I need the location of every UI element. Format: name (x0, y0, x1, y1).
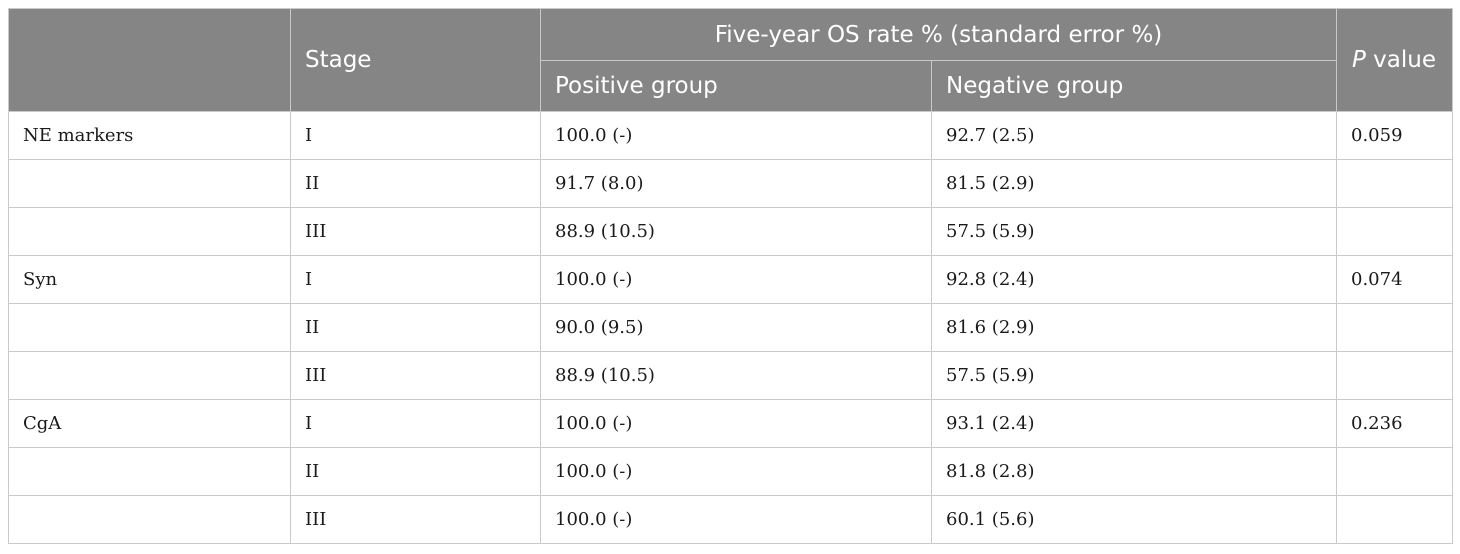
cell-negative: 60.1 (5.6) (931, 495, 1337, 544)
header-row-1: Stage Five-year OS rate % (standard erro… (8, 8, 1453, 112)
cell-marker (8, 207, 291, 256)
cell-p-value (1336, 159, 1453, 208)
table-header: Stage Five-year OS rate % (standard erro… (8, 8, 1453, 112)
cell-marker (8, 303, 291, 352)
header-marker (8, 8, 291, 112)
cell-negative: 81.8 (2.8) (931, 447, 1337, 496)
cell-positive: 88.9 (10.5) (540, 351, 932, 400)
table-row: Syn I 100.0 (-) 92.8 (2.4) 0.074 (8, 255, 1453, 304)
header-p-value: P value (1336, 8, 1453, 112)
cell-p-value (1336, 303, 1453, 352)
cell-p-value: 0.074 (1336, 255, 1453, 304)
header-five-year-os: Five-year OS rate % (standard error %) (540, 8, 1337, 61)
header-stage: Stage (290, 8, 541, 112)
cell-positive: 100.0 (-) (540, 111, 932, 160)
cell-p-value: 0.059 (1336, 111, 1453, 160)
cell-negative: 92.8 (2.4) (931, 255, 1337, 304)
cell-negative: 81.5 (2.9) (931, 159, 1337, 208)
cell-p-value (1336, 447, 1453, 496)
table-row: III 88.9 (10.5) 57.5 (5.9) (8, 351, 1453, 400)
table-body: NE markers I 100.0 (-) 92.7 (2.5) 0.059 … (8, 111, 1453, 544)
cell-stage: I (290, 399, 541, 448)
cell-marker (8, 447, 291, 496)
table-row: II 100.0 (-) 81.8 (2.8) (8, 447, 1453, 496)
p-value-word: value (1365, 47, 1437, 73)
cell-marker (8, 159, 291, 208)
table-row: II 90.0 (9.5) 81.6 (2.9) (8, 303, 1453, 352)
cell-negative: 92.7 (2.5) (931, 111, 1337, 160)
cell-stage: I (290, 255, 541, 304)
cell-positive: 100.0 (-) (540, 399, 932, 448)
header-negative-group: Negative group (931, 60, 1337, 112)
cell-stage: I (290, 111, 541, 160)
cell-positive: 88.9 (10.5) (540, 207, 932, 256)
cell-stage: III (290, 351, 541, 400)
cell-p-value: 0.236 (1336, 399, 1453, 448)
cell-marker: NE markers (8, 111, 291, 160)
cell-positive: 90.0 (9.5) (540, 303, 932, 352)
cell-positive: 100.0 (-) (540, 255, 932, 304)
table-row: III 100.0 (-) 60.1 (5.6) (8, 495, 1453, 544)
cell-p-value (1336, 207, 1453, 256)
cell-positive: 100.0 (-) (540, 447, 932, 496)
p-symbol: P (1352, 47, 1366, 73)
table-row: II 91.7 (8.0) 81.5 (2.9) (8, 159, 1453, 208)
cell-negative: 93.1 (2.4) (931, 399, 1337, 448)
cell-p-value (1336, 351, 1453, 400)
cell-stage: III (290, 495, 541, 544)
table-row: NE markers I 100.0 (-) 92.7 (2.5) 0.059 (8, 111, 1453, 160)
cell-negative: 57.5 (5.9) (931, 207, 1337, 256)
cell-marker: Syn (8, 255, 291, 304)
header-row-2: Positive group Negative group (9, 60, 1453, 112)
header-positive-group: Positive group (540, 60, 932, 112)
cell-stage: II (290, 159, 541, 208)
cell-negative: 57.5 (5.9) (931, 351, 1337, 400)
cell-marker (8, 351, 291, 400)
cell-stage: III (290, 207, 541, 256)
cell-p-value (1336, 495, 1453, 544)
cell-marker (8, 495, 291, 544)
cell-stage: II (290, 447, 541, 496)
cell-positive: 91.7 (8.0) (540, 159, 932, 208)
cell-stage: II (290, 303, 541, 352)
os-rate-table: Stage Five-year OS rate % (standard erro… (8, 8, 1453, 544)
table-row: III 88.9 (10.5) 57.5 (5.9) (8, 207, 1453, 256)
table-row: CgA I 100.0 (-) 93.1 (2.4) 0.236 (8, 399, 1453, 448)
cell-positive: 100.0 (-) (540, 495, 932, 544)
cell-marker: CgA (8, 399, 291, 448)
cell-negative: 81.6 (2.9) (931, 303, 1337, 352)
